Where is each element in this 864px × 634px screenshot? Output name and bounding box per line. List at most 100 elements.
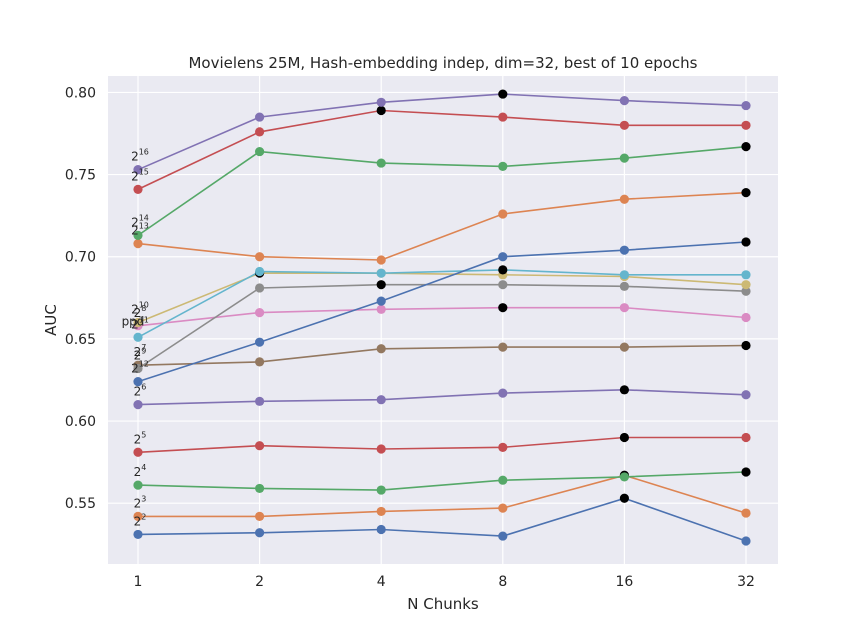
data-point — [619, 270, 630, 280]
best-point-marker — [376, 280, 386, 290]
series-label-base: 2 — [131, 302, 139, 316]
best-point-marker — [498, 303, 508, 313]
data-point — [376, 255, 386, 265]
data-point — [376, 444, 386, 454]
y-tick-label: 0.55 — [65, 496, 96, 512]
series-label: 211 — [131, 315, 149, 331]
data-point — [376, 97, 386, 107]
y-tick-label: 0.65 — [65, 332, 96, 348]
series-label-base: 2 — [131, 224, 139, 238]
series-label: 22 — [134, 512, 147, 528]
series-line — [137, 241, 747, 383]
data-point — [741, 432, 751, 443]
data-point — [133, 400, 143, 410]
series-label-base: 2 — [134, 496, 142, 510]
best-point-marker — [741, 237, 751, 247]
series-label: 214 — [131, 213, 149, 229]
x-axis-label: N Chunks — [407, 595, 479, 613]
series-label-base: 2 — [134, 385, 142, 399]
data-point — [133, 363, 143, 374]
data-point — [133, 480, 143, 490]
series-label-base: 2 — [134, 432, 142, 446]
data-point — [376, 344, 386, 354]
data-point — [133, 332, 143, 342]
series-label-exponent: 8 — [141, 304, 146, 313]
series-line — [137, 471, 747, 491]
x-tick-label: 32 — [737, 574, 755, 590]
data-point — [741, 280, 751, 290]
series-line — [137, 283, 747, 370]
series-lines — [137, 93, 747, 542]
series-line — [137, 272, 747, 324]
series-line — [137, 306, 747, 327]
y-tick-label: 0.70 — [65, 250, 96, 266]
data-point — [376, 304, 386, 314]
data-point — [741, 120, 751, 130]
data-point — [255, 252, 265, 262]
series-label-base: 2 — [131, 169, 139, 183]
y-tick-label: 0.60 — [65, 414, 96, 430]
best-point-marker — [741, 188, 751, 198]
series-label: 26 — [134, 383, 147, 399]
best-point-marker — [741, 142, 751, 152]
y-tick-label: 0.75 — [65, 168, 96, 184]
series-label-base: 2 — [131, 215, 139, 229]
data-point — [255, 308, 265, 318]
data-point — [741, 270, 751, 280]
data-point — [498, 161, 508, 171]
data-point — [255, 146, 265, 157]
series-label-exponent: 3 — [141, 494, 146, 503]
series-label-base: 2 — [134, 465, 142, 479]
series-label: 212 — [131, 360, 149, 376]
series-label: 27 — [134, 343, 147, 359]
series-line — [137, 388, 747, 406]
series-label-base: 2 — [134, 345, 142, 359]
data-point — [498, 112, 508, 122]
series-label-exponent: 14 — [139, 213, 149, 222]
x-tick-label: 16 — [615, 574, 633, 590]
series-label: 28 — [134, 304, 147, 320]
data-point — [498, 531, 508, 541]
series-label-exponent: 12 — [139, 360, 149, 369]
data-point — [619, 281, 630, 291]
series-line — [137, 497, 747, 542]
data-point — [255, 441, 265, 451]
data-point — [498, 342, 508, 352]
series-label-exponent: 16 — [139, 148, 149, 157]
data-point — [133, 511, 143, 521]
best-point-marker — [741, 340, 751, 351]
data-point — [133, 230, 143, 240]
data-point — [741, 508, 751, 518]
series-label-exponent: 2 — [141, 512, 146, 521]
data-point — [133, 238, 143, 249]
data-point — [619, 342, 630, 352]
series-label-exponent: 10 — [139, 300, 149, 309]
data-point — [255, 511, 265, 521]
x-tick-label: 1 — [134, 574, 143, 590]
data-point — [376, 296, 386, 306]
data-point — [376, 485, 386, 495]
series-markers — [133, 89, 751, 546]
series-label: 29 — [134, 346, 147, 362]
data-point — [376, 158, 386, 168]
data-point — [133, 447, 143, 457]
data-point — [255, 283, 265, 293]
y-tick-labels: 0.55 0.60 0.65 0.70 0.75 0.80 — [65, 85, 96, 512]
data-point — [619, 194, 630, 204]
data-point — [498, 280, 508, 290]
series-label: 215 — [131, 167, 149, 183]
data-point — [133, 377, 143, 387]
y-axis-label: AUC — [42, 304, 60, 336]
data-point — [376, 506, 386, 517]
data-point — [133, 529, 143, 540]
data-point — [619, 96, 630, 106]
best-point-marker — [619, 432, 630, 443]
data-point — [255, 357, 265, 367]
series-label-base: 2 — [131, 150, 139, 164]
series-label-exponent: 13 — [139, 222, 149, 231]
series-label-exponent: 7 — [141, 343, 146, 352]
series-line — [137, 109, 746, 191]
data-point — [376, 268, 386, 278]
data-point — [498, 442, 508, 452]
